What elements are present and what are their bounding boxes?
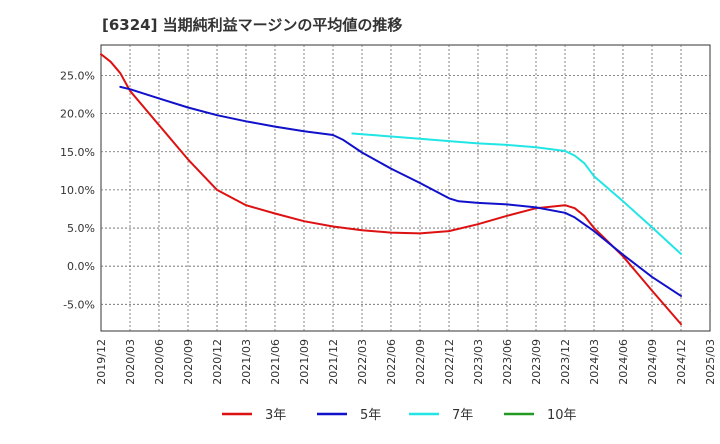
x-tick-label: 2024/12 (675, 339, 688, 385)
grid-layer (100, 44, 711, 332)
legend-label: 10年 (547, 408, 577, 423)
x-tick-label: 2019/12 (95, 339, 108, 385)
x-tick-label: 2020/09 (182, 339, 195, 385)
y-tick-label: -5.0% (63, 298, 95, 311)
axis-layer: 2019/12 2020/03 2020/06 2020/09 2020/12 2021/… (60, 70, 717, 385)
legend-label: 7年 (452, 408, 473, 423)
x-tick-label: 2023/03 (472, 339, 485, 385)
plot-frame (100, 44, 711, 332)
chart-title: [6324] 当期純利益マージンの平均値の推移 (102, 16, 403, 34)
x-tick-label: 2022/06 (385, 339, 398, 385)
y-tick-label: 25.0% (60, 70, 95, 83)
legend: 3年 5年 7年 10年 (222, 408, 577, 423)
series-layer (100, 53, 682, 326)
x-tick-label: 2021/09 (298, 339, 311, 385)
x-tick-label: 2025/03 (704, 339, 717, 385)
series-line-5年 (119, 85, 682, 297)
x-tick-label: 2024/09 (646, 339, 659, 385)
x-tick-label: 2023/06 (501, 339, 514, 385)
x-tick-label: 2023/12 (559, 339, 572, 385)
x-tick-label: 2022/09 (414, 339, 427, 385)
x-tick-label: 2020/03 (124, 339, 137, 385)
y-tick-label: 20.0% (60, 108, 95, 121)
y-tick-label: 0.0% (67, 260, 95, 273)
x-tick-label: 2021/06 (269, 339, 282, 385)
legend-label: 5年 (360, 408, 381, 423)
y-tick-label: 15.0% (60, 146, 95, 159)
series-line-7年 (351, 132, 682, 255)
y-tick-label: 5.0% (67, 222, 95, 235)
x-tick-label: 2020/06 (153, 339, 166, 385)
x-tick-label: 2022/03 (356, 339, 369, 385)
x-tick-label: 2024/06 (617, 339, 630, 385)
series-line-3年 (100, 53, 682, 326)
x-tick-label: 2022/12 (443, 339, 456, 385)
x-tick-label: 2021/12 (327, 339, 340, 385)
x-tick-label: 2021/03 (240, 339, 253, 385)
legend-label: 3年 (265, 408, 286, 423)
x-tick-label: 2024/03 (588, 339, 601, 385)
x-tick-label: 2023/09 (530, 339, 543, 385)
x-tick-label: 2020/12 (211, 339, 224, 385)
y-tick-label: 10.0% (60, 184, 95, 197)
